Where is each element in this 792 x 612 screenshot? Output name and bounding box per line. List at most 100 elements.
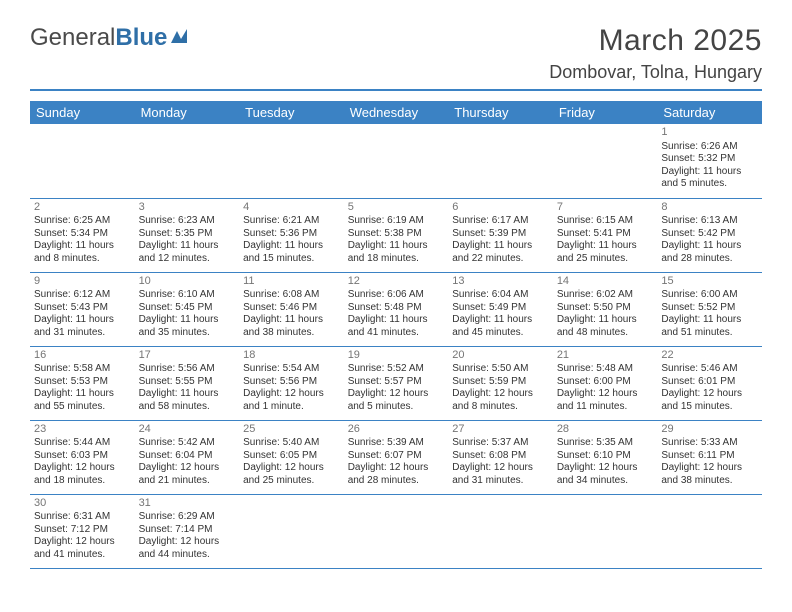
- logo: GeneralBlue: [30, 24, 193, 52]
- calendar-week-row: 30Sunrise: 6:31 AMSunset: 7:12 PMDayligh…: [30, 494, 762, 568]
- calendar-day-cell: 6Sunrise: 6:17 AMSunset: 5:39 PMDaylight…: [448, 198, 553, 272]
- day-info: Sunrise: 6:12 AMSunset: 5:43 PMDaylight:…: [34, 289, 131, 339]
- calendar-day-cell: 23Sunrise: 5:44 AMSunset: 6:03 PMDayligh…: [30, 420, 135, 494]
- day-number: 26: [348, 423, 445, 437]
- day-info: Sunrise: 6:29 AMSunset: 7:14 PMDaylight:…: [139, 511, 236, 561]
- day-info: Sunrise: 6:00 AMSunset: 5:52 PMDaylight:…: [661, 289, 758, 339]
- calendar-day-cell: 15Sunrise: 6:00 AMSunset: 5:52 PMDayligh…: [657, 272, 762, 346]
- day-info: Sunrise: 6:19 AMSunset: 5:38 PMDaylight:…: [348, 215, 445, 265]
- calendar-empty-cell: [135, 124, 240, 198]
- day-number: 13: [452, 275, 549, 289]
- day-info: Sunrise: 5:56 AMSunset: 5:55 PMDaylight:…: [139, 363, 236, 413]
- day-info: Sunrise: 6:10 AMSunset: 5:45 PMDaylight:…: [139, 289, 236, 339]
- day-info: Sunrise: 5:46 AMSunset: 6:01 PMDaylight:…: [661, 363, 758, 413]
- calendar-empty-cell: [448, 494, 553, 568]
- calendar-empty-cell: [553, 494, 658, 568]
- calendar-week-row: 2Sunrise: 6:25 AMSunset: 5:34 PMDaylight…: [30, 198, 762, 272]
- calendar-day-cell: 29Sunrise: 5:33 AMSunset: 6:11 PMDayligh…: [657, 420, 762, 494]
- weekday-header-row: SundayMondayTuesdayWednesdayThursdayFrid…: [30, 101, 762, 124]
- calendar-empty-cell: [657, 494, 762, 568]
- day-info: Sunrise: 5:48 AMSunset: 6:00 PMDaylight:…: [557, 363, 654, 413]
- day-info: Sunrise: 5:50 AMSunset: 5:59 PMDaylight:…: [452, 363, 549, 413]
- calendar-day-cell: 28Sunrise: 5:35 AMSunset: 6:10 PMDayligh…: [553, 420, 658, 494]
- calendar-day-cell: 12Sunrise: 6:06 AMSunset: 5:48 PMDayligh…: [344, 272, 449, 346]
- calendar-day-cell: 17Sunrise: 5:56 AMSunset: 5:55 PMDayligh…: [135, 346, 240, 420]
- day-info: Sunrise: 6:26 AMSunset: 5:32 PMDaylight:…: [661, 141, 758, 191]
- calendar-week-row: 9Sunrise: 6:12 AMSunset: 5:43 PMDaylight…: [30, 272, 762, 346]
- calendar-day-cell: 8Sunrise: 6:13 AMSunset: 5:42 PMDaylight…: [657, 198, 762, 272]
- day-number: 19: [348, 349, 445, 363]
- calendar-day-cell: 16Sunrise: 5:58 AMSunset: 5:53 PMDayligh…: [30, 346, 135, 420]
- calendar-day-cell: 31Sunrise: 6:29 AMSunset: 7:14 PMDayligh…: [135, 494, 240, 568]
- weekday-header: Sunday: [30, 101, 135, 124]
- day-number: 23: [34, 423, 131, 437]
- day-number: 31: [139, 497, 236, 511]
- day-number: 6: [452, 201, 549, 215]
- day-info: Sunrise: 6:31 AMSunset: 7:12 PMDaylight:…: [34, 511, 131, 561]
- day-number: 14: [557, 275, 654, 289]
- calendar-day-cell: 18Sunrise: 5:54 AMSunset: 5:56 PMDayligh…: [239, 346, 344, 420]
- day-info: Sunrise: 5:35 AMSunset: 6:10 PMDaylight:…: [557, 437, 654, 487]
- calendar-day-cell: 30Sunrise: 6:31 AMSunset: 7:12 PMDayligh…: [30, 494, 135, 568]
- day-info: Sunrise: 5:37 AMSunset: 6:08 PMDaylight:…: [452, 437, 549, 487]
- calendar-day-cell: 24Sunrise: 5:42 AMSunset: 6:04 PMDayligh…: [135, 420, 240, 494]
- calendar-week-row: 1Sunrise: 6:26 AMSunset: 5:32 PMDaylight…: [30, 124, 762, 198]
- logo-part1: General: [30, 24, 115, 52]
- calendar-day-cell: 10Sunrise: 6:10 AMSunset: 5:45 PMDayligh…: [135, 272, 240, 346]
- weekday-header: Saturday: [657, 101, 762, 124]
- calendar-day-cell: 25Sunrise: 5:40 AMSunset: 6:05 PMDayligh…: [239, 420, 344, 494]
- calendar-day-cell: 21Sunrise: 5:48 AMSunset: 6:00 PMDayligh…: [553, 346, 658, 420]
- day-info: Sunrise: 5:44 AMSunset: 6:03 PMDaylight:…: [34, 437, 131, 487]
- weekday-header: Tuesday: [239, 101, 344, 124]
- day-number: 7: [557, 201, 654, 215]
- day-number: 17: [139, 349, 236, 363]
- day-number: 18: [243, 349, 340, 363]
- calendar-empty-cell: [344, 494, 449, 568]
- day-number: 8: [661, 201, 758, 215]
- day-number: 22: [661, 349, 758, 363]
- calendar-day-cell: 2Sunrise: 6:25 AMSunset: 5:34 PMDaylight…: [30, 198, 135, 272]
- calendar-day-cell: 13Sunrise: 6:04 AMSunset: 5:49 PMDayligh…: [448, 272, 553, 346]
- day-number: 1: [661, 126, 758, 140]
- calendar-day-cell: 7Sunrise: 6:15 AMSunset: 5:41 PMDaylight…: [553, 198, 658, 272]
- calendar-day-cell: 22Sunrise: 5:46 AMSunset: 6:01 PMDayligh…: [657, 346, 762, 420]
- day-info: Sunrise: 6:15 AMSunset: 5:41 PMDaylight:…: [557, 215, 654, 265]
- calendar-table: SundayMondayTuesdayWednesdayThursdayFrid…: [30, 101, 762, 569]
- day-number: 25: [243, 423, 340, 437]
- page-title: March 2025: [599, 24, 762, 58]
- location: Dombovar, Tolna, Hungary: [30, 62, 762, 91]
- calendar-day-cell: 1Sunrise: 6:26 AMSunset: 5:32 PMDaylight…: [657, 124, 762, 198]
- calendar-empty-cell: [239, 124, 344, 198]
- day-number: 3: [139, 201, 236, 215]
- calendar-day-cell: 26Sunrise: 5:39 AMSunset: 6:07 PMDayligh…: [344, 420, 449, 494]
- day-info: Sunrise: 5:33 AMSunset: 6:11 PMDaylight:…: [661, 437, 758, 487]
- calendar-empty-cell: [344, 124, 449, 198]
- weekday-header: Friday: [553, 101, 658, 124]
- day-info: Sunrise: 6:04 AMSunset: 5:49 PMDaylight:…: [452, 289, 549, 339]
- calendar-week-row: 16Sunrise: 5:58 AMSunset: 5:53 PMDayligh…: [30, 346, 762, 420]
- day-info: Sunrise: 6:25 AMSunset: 5:34 PMDaylight:…: [34, 215, 131, 265]
- calendar-empty-cell: [553, 124, 658, 198]
- weekday-header: Thursday: [448, 101, 553, 124]
- day-info: Sunrise: 5:42 AMSunset: 6:04 PMDaylight:…: [139, 437, 236, 487]
- calendar-day-cell: 19Sunrise: 5:52 AMSunset: 5:57 PMDayligh…: [344, 346, 449, 420]
- day-info: Sunrise: 6:17 AMSunset: 5:39 PMDaylight:…: [452, 215, 549, 265]
- day-number: 2: [34, 201, 131, 215]
- day-number: 28: [557, 423, 654, 437]
- calendar-empty-cell: [448, 124, 553, 198]
- day-number: 16: [34, 349, 131, 363]
- day-info: Sunrise: 5:54 AMSunset: 5:56 PMDaylight:…: [243, 363, 340, 413]
- calendar-day-cell: 9Sunrise: 6:12 AMSunset: 5:43 PMDaylight…: [30, 272, 135, 346]
- calendar-day-cell: 20Sunrise: 5:50 AMSunset: 5:59 PMDayligh…: [448, 346, 553, 420]
- day-number: 9: [34, 275, 131, 289]
- calendar-empty-cell: [239, 494, 344, 568]
- day-info: Sunrise: 6:13 AMSunset: 5:42 PMDaylight:…: [661, 215, 758, 265]
- calendar-day-cell: 3Sunrise: 6:23 AMSunset: 5:35 PMDaylight…: [135, 198, 240, 272]
- calendar-empty-cell: [30, 124, 135, 198]
- day-number: 20: [452, 349, 549, 363]
- weekday-header: Wednesday: [344, 101, 449, 124]
- day-number: 11: [243, 275, 340, 289]
- day-number: 10: [139, 275, 236, 289]
- day-number: 4: [243, 201, 340, 215]
- day-number: 21: [557, 349, 654, 363]
